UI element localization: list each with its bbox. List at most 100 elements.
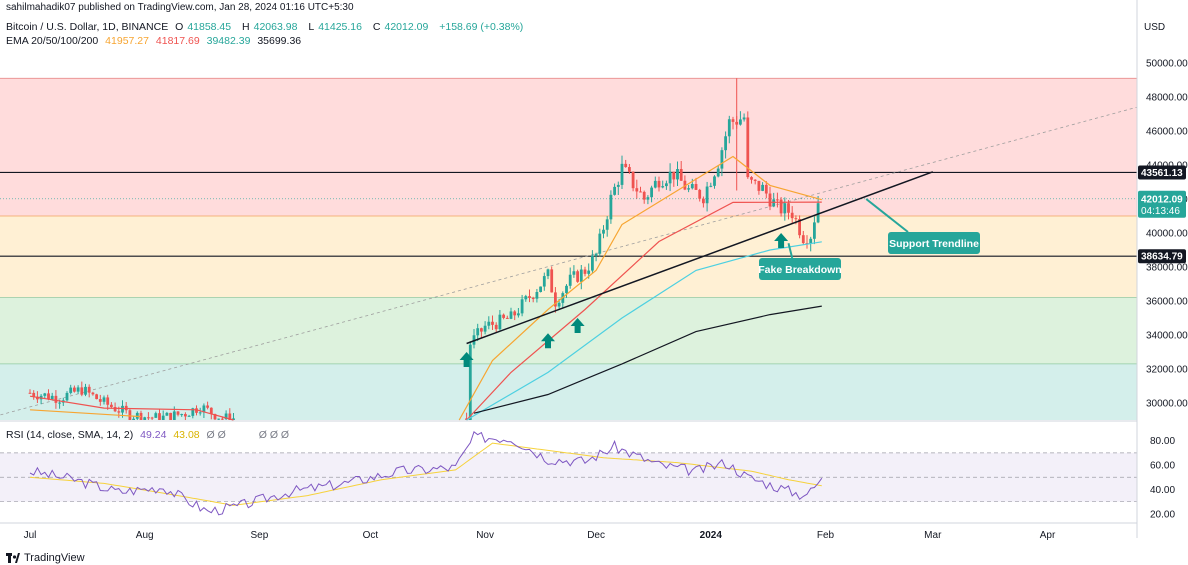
up-arrow-icon — [570, 318, 585, 333]
rsi-tick: 80.00 — [1150, 436, 1175, 447]
callout-pointer — [865, 198, 909, 233]
time-tick: Jul — [24, 530, 37, 541]
candle — [661, 186, 665, 188]
rsi-label[interactable]: RSI (14, close, SMA, 14, 2) — [6, 429, 134, 441]
candle — [50, 395, 54, 400]
candle — [624, 163, 628, 168]
current-price-tag: 42012.09 — [1141, 194, 1183, 205]
candle — [757, 180, 761, 191]
candle — [98, 399, 102, 402]
high-value: 42063.98 — [253, 21, 298, 33]
candle — [176, 411, 180, 415]
candle — [628, 167, 631, 172]
price-axis[interactable]: 30000.00 32000.00 34000.00 36000.00 38000.00… — [1136, 0, 1188, 538]
symbol-name[interactable]: Bitcoin / U.S. Dollar, 1D, BINANCE — [6, 21, 169, 33]
support-trendline[interactable] — [466, 171, 934, 345]
candle — [794, 218, 798, 220]
horizontal-levels — [0, 106, 1138, 416]
time-axis[interactable]: Jul Aug Sep Oct Nov Dec 2024 Feb Mar Apr — [0, 522, 1137, 541]
candle — [565, 285, 568, 294]
price-tick: 50000.00 — [1146, 59, 1188, 70]
candle — [209, 407, 213, 415]
tradingview-brand[interactable]: TradingView — [24, 552, 85, 564]
candle — [639, 191, 642, 193]
candle — [787, 203, 790, 213]
candle — [509, 311, 513, 319]
price-tick: 40000.00 — [1146, 229, 1188, 240]
ema20-line-early — [29, 409, 142, 418]
candle — [502, 314, 505, 318]
up-arrow-icon — [774, 233, 789, 248]
candle — [121, 405, 124, 413]
candle — [591, 255, 594, 271]
ema100-value: 39482.39 — [206, 35, 251, 47]
candle — [709, 185, 713, 187]
candle — [147, 417, 150, 419]
candle — [679, 169, 683, 181]
lower-level-tag: 38634.79 — [1141, 252, 1183, 263]
fake-callout-box — [759, 258, 841, 280]
ema-label[interactable]: EMA 20/50/100/200 — [6, 35, 99, 47]
candle — [154, 413, 158, 418]
candle — [768, 193, 772, 207]
time-tick: Mar — [924, 530, 942, 541]
currency-label[interactable]: USD — [1144, 22, 1166, 33]
candle — [750, 177, 753, 180]
candle — [73, 387, 76, 392]
rsi-value: 49.24 — [140, 429, 167, 441]
candle — [694, 184, 698, 190]
candle — [113, 406, 117, 412]
candle — [568, 274, 572, 286]
candle — [668, 171, 672, 184]
candle — [702, 198, 705, 204]
candle — [801, 235, 805, 244]
candle — [546, 269, 550, 277]
candle — [165, 412, 169, 416]
candle — [783, 203, 787, 214]
candle — [531, 297, 535, 299]
candle — [672, 171, 676, 180]
candle — [583, 269, 587, 274]
candle — [579, 269, 583, 282]
candle — [87, 386, 91, 393]
candle — [505, 317, 509, 319]
candle — [517, 313, 520, 316]
candle — [687, 188, 690, 190]
candle — [213, 414, 217, 420]
candle — [753, 179, 757, 181]
low-value: 41425.16 — [318, 21, 362, 33]
candle — [683, 180, 687, 190]
footer: TradingView — [6, 552, 85, 564]
price-tick: 36000.00 — [1146, 297, 1188, 308]
candle — [602, 229, 605, 234]
candle — [180, 414, 184, 416]
candle — [143, 417, 147, 420]
ema50-line-early — [29, 395, 234, 421]
ema20-value: 41957.27 — [105, 35, 149, 47]
rsi-tick: 40.00 — [1150, 485, 1175, 496]
candle — [620, 163, 624, 185]
up-arrow-icon — [541, 333, 555, 349]
candle — [32, 392, 36, 397]
candle — [650, 187, 653, 198]
rsi-tick: 60.00 — [1150, 461, 1175, 472]
candle — [635, 188, 639, 192]
candle — [91, 392, 95, 395]
callout-pointer — [787, 242, 794, 259]
candle — [58, 402, 61, 404]
time-tick: 2024 — [700, 530, 723, 541]
candle — [631, 171, 635, 189]
candle — [202, 405, 206, 413]
candle — [80, 387, 84, 395]
candle — [150, 417, 154, 419]
candle — [690, 184, 694, 189]
candle — [232, 418, 235, 420]
time-tick: Feb — [817, 530, 835, 541]
candle — [161, 415, 165, 420]
price-tick: 48000.00 — [1146, 93, 1188, 104]
candle — [613, 186, 616, 195]
candle — [224, 413, 228, 420]
candle — [587, 270, 591, 274]
candle — [65, 392, 69, 401]
